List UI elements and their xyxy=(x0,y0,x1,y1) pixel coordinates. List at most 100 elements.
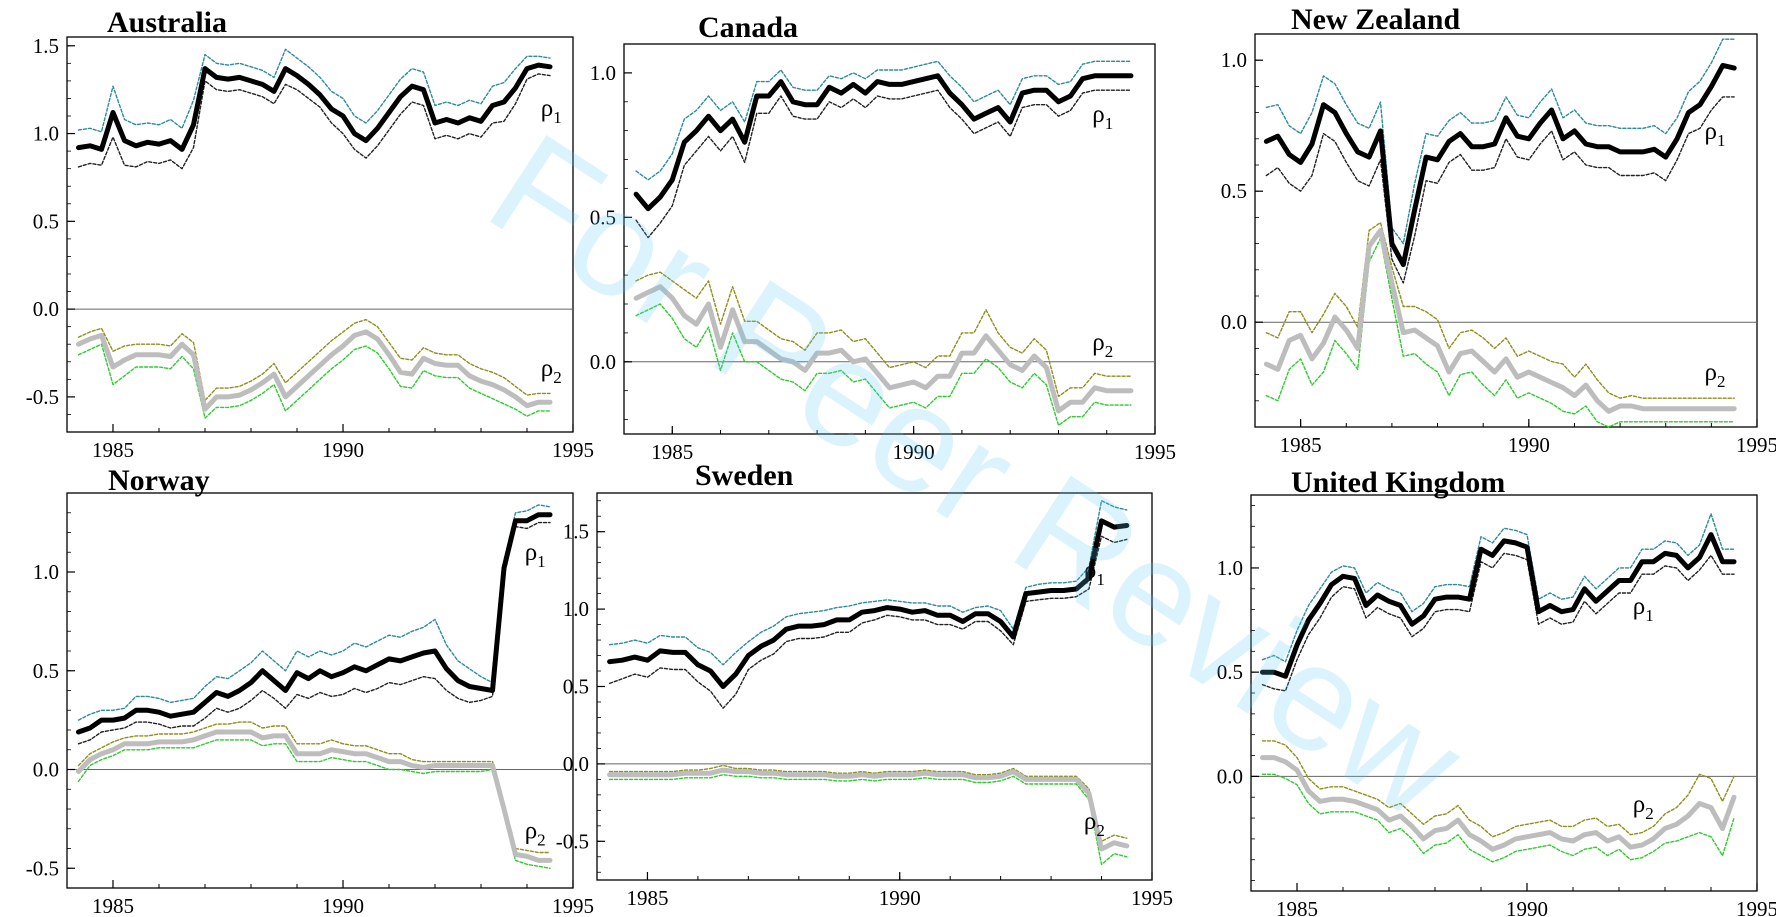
y-tick-label: 0.5 xyxy=(1217,660,1243,684)
x-tick-label: 1990 xyxy=(1506,897,1548,917)
x-tick-label: 1985 xyxy=(651,440,693,464)
series-rho1-lower xyxy=(608,535,1128,709)
y-tick-label: -0.5 xyxy=(26,385,59,409)
series-rho1-upper xyxy=(77,48,551,133)
x-tick-label: 1990 xyxy=(893,440,935,464)
series-label-rho2: ρ2 xyxy=(1705,359,1726,391)
y-tick-label: 1.0 xyxy=(1221,48,1247,72)
x-tick-label: 1990 xyxy=(1508,433,1550,457)
series-rho2-lower xyxy=(608,774,1128,866)
series-rho2-lower xyxy=(77,343,551,419)
series-rho2-lower xyxy=(77,739,551,869)
y-tick-label: 1.0 xyxy=(563,597,589,621)
y-tick-label: 0.0 xyxy=(563,752,589,776)
y-tick-label: 0.0 xyxy=(590,350,616,374)
x-tick-label: 1995 xyxy=(552,894,594,917)
series-rho1-lower xyxy=(1261,552,1735,692)
y-tick-label: 0.5 xyxy=(33,659,59,683)
panel-title: United Kingdom xyxy=(1291,466,1505,499)
x-tick-label: 1985 xyxy=(92,894,134,917)
series-label-rho2: ρ2 xyxy=(1633,791,1654,823)
plot-frame xyxy=(66,492,574,889)
panel-united-kingdom: 1985 1990 1995 0.0 0.5 1.0 ρ1 ρ2 United Kingdom xyxy=(1217,466,1776,917)
series-rho2 xyxy=(1263,228,1737,414)
plot-frame xyxy=(1254,33,1758,428)
y-tick-label: 0.5 xyxy=(1221,179,1247,203)
series-label-rho1: ρ1 xyxy=(1084,557,1105,589)
series-rho2 xyxy=(607,767,1130,852)
y-tick-label: 0.5 xyxy=(590,205,616,229)
panel-australia: 1985 1990 1995 -0.5 0.0 0.5 1.0 1.5 ρ1 ρ2 Australi… xyxy=(26,6,594,462)
x-tick-label: 1990 xyxy=(322,894,364,917)
y-tick-label: 0.0 xyxy=(33,297,59,321)
y-tick-label: -0.5 xyxy=(556,829,589,853)
plot-frame xyxy=(596,492,1153,881)
series-rho1-upper xyxy=(77,504,551,721)
panel-norway: 1985 1990 1995 -0.5 0.0 0.5 1.0 ρ1 ρ2 Norway xyxy=(26,464,594,917)
x-tick-label: 1985 xyxy=(1276,897,1318,917)
series-rho1 xyxy=(76,62,553,152)
series-rho2 xyxy=(76,729,553,863)
x-tick-label: 1985 xyxy=(92,438,134,462)
series-label-rho1: ρ1 xyxy=(525,539,546,571)
series-rho1-upper xyxy=(1265,38,1735,245)
series-rho2-lower xyxy=(1261,773,1735,863)
plot-frame xyxy=(66,36,574,433)
panel-title: Canada xyxy=(698,11,798,44)
panel-canada: 1985 1990 1995 0.0 0.5 1.0 ρ1 ρ2 Canada xyxy=(590,11,1176,464)
series-rho1-lower xyxy=(635,89,1132,239)
series-rho2 xyxy=(1260,755,1737,852)
panel-sweden: 1985 1990 1995 -0.5 0.0 0.5 1.0 1.5 ρ1 ρ2 Sweden xyxy=(556,459,1173,910)
series-label-rho1: ρ1 xyxy=(1092,101,1113,133)
series-rho1 xyxy=(1260,532,1737,679)
series-label-rho2: ρ2 xyxy=(541,355,562,387)
panel-title: Sweden xyxy=(695,459,794,492)
y-tick-label: 0.5 xyxy=(33,209,59,233)
y-tick-label: 1.5 xyxy=(563,520,589,544)
series-rho2 xyxy=(76,329,553,412)
series-rho1 xyxy=(633,73,1134,212)
y-tick-label: 1.0 xyxy=(33,560,59,584)
y-tick-label: -0.5 xyxy=(26,856,59,880)
series-rho1 xyxy=(76,512,553,735)
series-label-rho1: ρ1 xyxy=(1633,593,1654,625)
series-rho2-lower xyxy=(635,303,1132,426)
series-label-rho2: ρ2 xyxy=(1092,329,1113,361)
series-rho2-upper xyxy=(608,764,1128,842)
panel-title: Australia xyxy=(107,6,227,39)
series-rho2-upper xyxy=(1265,221,1735,399)
series-rho2-lower xyxy=(1265,237,1735,428)
y-tick-label: 1.5 xyxy=(33,34,59,58)
series-rho2-upper xyxy=(77,318,551,402)
x-tick-label: 1995 xyxy=(552,438,594,462)
series-rho1-upper xyxy=(608,500,1128,666)
series-label-rho1: ρ1 xyxy=(1705,118,1726,150)
series-rho1-lower xyxy=(77,521,551,745)
panel-title: Norway xyxy=(108,464,210,497)
series-rho2-upper xyxy=(1261,740,1735,838)
series-rho1 xyxy=(1263,62,1737,268)
series-rho1 xyxy=(607,518,1130,689)
x-tick-label: 1985 xyxy=(626,886,668,910)
y-tick-label: 1.0 xyxy=(590,61,616,85)
x-tick-label: 1985 xyxy=(1280,433,1322,457)
x-tick-label: 1995 xyxy=(1131,886,1173,910)
panel-title: New Zealand xyxy=(1291,3,1460,36)
y-tick-label: 0.0 xyxy=(1217,764,1243,788)
x-tick-label: 1995 xyxy=(1134,440,1176,464)
series-label-rho1: ρ1 xyxy=(541,95,562,127)
series-label-rho2: ρ2 xyxy=(525,818,546,850)
series-rho2-upper xyxy=(77,721,551,854)
x-tick-label: 1995 xyxy=(1736,433,1776,457)
series-rho1-lower xyxy=(77,73,551,170)
series-rho1-upper xyxy=(1261,513,1735,663)
series-rho1-lower xyxy=(1265,96,1735,284)
x-tick-label: 1990 xyxy=(879,886,921,910)
series-rho2 xyxy=(633,284,1134,414)
series-label-rho2: ρ2 xyxy=(1084,808,1105,840)
y-tick-label: 1.0 xyxy=(1217,556,1243,580)
y-tick-label: 1.0 xyxy=(33,122,59,146)
y-tick-label: 0.5 xyxy=(563,675,589,699)
y-tick-label: 0.0 xyxy=(1221,310,1247,334)
panel-new-zealand: 1985 1990 1995 0.0 0.5 1.0 ρ1 ρ2 New Zealand xyxy=(1221,3,1776,457)
